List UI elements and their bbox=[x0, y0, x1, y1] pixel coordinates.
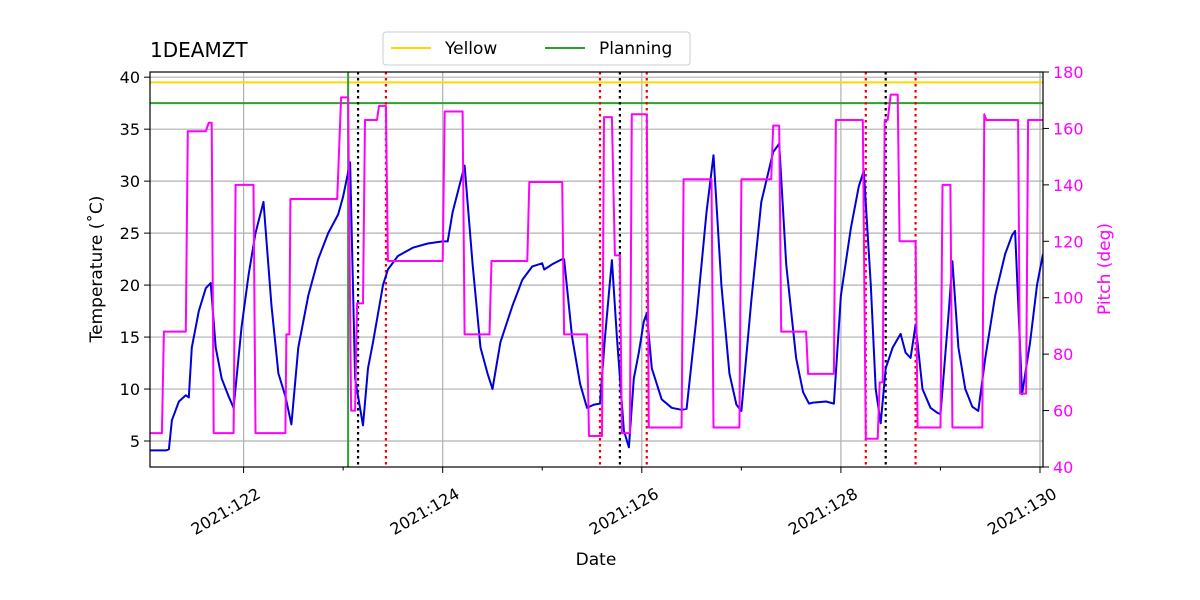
y2-tick-label: 40 bbox=[1053, 458, 1073, 477]
y2-tick-label: 80 bbox=[1053, 345, 1073, 364]
legend-label-yellow: Yellow bbox=[444, 39, 497, 59]
y-tick-label: 30 bbox=[120, 172, 140, 191]
plot-frame bbox=[149, 71, 1044, 468]
y-tick-label: 40 bbox=[120, 68, 140, 87]
y2-tick-label: 160 bbox=[1053, 119, 1084, 138]
limit-lines bbox=[150, 81, 1043, 105]
y-tick-label: 25 bbox=[120, 224, 140, 243]
x-tick-label: 2021:130 bbox=[984, 484, 1060, 539]
y2-axis-label: Pitch (deg) bbox=[1095, 223, 1115, 315]
y2-tick-label: 140 bbox=[1053, 176, 1084, 195]
y2-tick-label: 120 bbox=[1053, 232, 1084, 251]
y-tick-label: 20 bbox=[120, 276, 140, 295]
temperature-series-line bbox=[150, 142, 1043, 452]
y-tick-label: 35 bbox=[120, 120, 140, 139]
y-tick-label: 10 bbox=[120, 380, 140, 399]
y-axis-label: Temperature (˚C) bbox=[86, 196, 107, 344]
y2-tick-label: 180 bbox=[1053, 63, 1084, 82]
series-lines bbox=[150, 93, 1043, 452]
y-axis-right: 40 60 80 100 120 140 160 180 bbox=[1043, 63, 1084, 477]
y2-tick-label: 60 bbox=[1053, 402, 1073, 421]
y-tick-label: 5 bbox=[130, 432, 140, 451]
x-tick-label: 2021:128 bbox=[785, 484, 861, 539]
y2-tick-label: 100 bbox=[1053, 289, 1084, 308]
x-tick-label: 2021:126 bbox=[586, 484, 662, 539]
grid-lines bbox=[150, 72, 1043, 467]
legend: Yellow Planning bbox=[382, 31, 691, 66]
x-axis: 2021:122 2021:124 2021:126 2021:128 2021:130 bbox=[188, 467, 1060, 539]
legend-label-planning: Planning bbox=[599, 39, 672, 59]
pitch-series-line bbox=[150, 93, 1043, 440]
x-axis-label: Date bbox=[576, 550, 617, 570]
legend-box bbox=[382, 31, 691, 66]
y-axis-left: 5 10 15 20 25 30 35 40 bbox=[120, 68, 150, 451]
chart-title: 1DEAMZT bbox=[150, 38, 248, 62]
x-tick-label: 2021:124 bbox=[387, 484, 463, 539]
x-tick-label: 2021:122 bbox=[188, 484, 264, 539]
y-tick-label: 15 bbox=[120, 328, 140, 347]
